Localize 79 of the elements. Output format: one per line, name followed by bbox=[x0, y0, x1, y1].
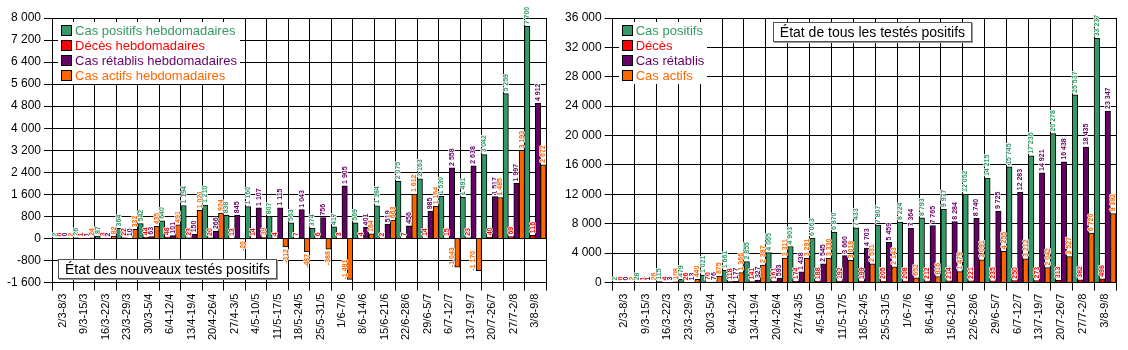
x-tick-label: 23/3-29/3 bbox=[120, 293, 133, 340]
legend-label: Décès bbox=[635, 38, 673, 53]
y-tick-label: 2 400 bbox=[10, 164, 42, 179]
x-tick-label: 29/6-5/7 bbox=[988, 293, 1001, 334]
y-tick-label: 12 000 bbox=[565, 186, 603, 201]
x-tick-label: 25/5-31/5 bbox=[313, 293, 326, 340]
x-tick-label: 6/4-12/4 bbox=[726, 293, 739, 334]
x-tick-label: 22/6-28/6 bbox=[399, 293, 412, 340]
y-tick-label: 24 000 bbox=[565, 98, 603, 113]
x-tick-label: 23/3-29/3 bbox=[682, 293, 695, 340]
x-tick-label: 30/3-5/4 bbox=[704, 293, 717, 334]
y-tick-label: 8 000 bbox=[10, 10, 42, 25]
y-tick-label: 3 200 bbox=[10, 142, 42, 157]
x-tick-label: 6/7-12/7 bbox=[442, 293, 455, 334]
x-tick-label: 8/6-14/6 bbox=[923, 293, 936, 334]
x-tick-label: 27/7-2/8 bbox=[1076, 293, 1089, 334]
x-tick-label: 20/4-26/4 bbox=[769, 293, 782, 340]
x-tick-label: 2/3-8/3 bbox=[616, 293, 629, 328]
y-tick-label: 4 800 bbox=[10, 98, 42, 113]
legend-label: Décès hebdomadaires bbox=[75, 38, 206, 53]
x-tick-label: 29/6-5/7 bbox=[420, 293, 433, 334]
legend-label: Cas rétablis bbox=[635, 53, 705, 68]
x-tick-label: 9/3-15/3 bbox=[77, 293, 90, 334]
y-tick-label: 4 000 bbox=[10, 120, 42, 135]
y-tick-label: 8 000 bbox=[571, 216, 603, 231]
x-tick-label: 3/8-9/8 bbox=[528, 293, 541, 328]
legend-label: Cas actifs hebdomadaires bbox=[75, 68, 226, 83]
x-tick-label: 13/7-19/7 bbox=[1032, 293, 1045, 340]
x-tick-label: 27/7-2/8 bbox=[506, 293, 519, 334]
x-tick-label: 8/6-14/6 bbox=[356, 293, 369, 334]
y-tick-label: 5 600 bbox=[10, 76, 42, 91]
y-tick-label: -1 600 bbox=[6, 274, 42, 289]
y-tick-label: 20 000 bbox=[565, 127, 603, 142]
y-tick-label: 1 600 bbox=[10, 186, 42, 201]
x-tick-label: 18/5-24/5 bbox=[292, 293, 305, 340]
x-tick-label: 11/5-17/5 bbox=[835, 293, 848, 340]
y-tick-label: 32 000 bbox=[565, 39, 603, 54]
x-tick-label: 4/5-10/5 bbox=[813, 293, 826, 334]
x-tick-label: 13/4-19/4 bbox=[184, 293, 197, 340]
chart-title: État de tous les testés positifs bbox=[772, 22, 973, 42]
x-tick-label: 15/6-21/6 bbox=[377, 293, 390, 340]
y-tick-label: 28 000 bbox=[565, 69, 603, 84]
x-tick-label: 20/4-26/4 bbox=[206, 293, 219, 340]
y-tick-label: 7 200 bbox=[10, 32, 42, 47]
x-tick-label: 22/6-28/6 bbox=[966, 293, 979, 340]
x-tick-label: 13/4-19/4 bbox=[747, 293, 760, 340]
y-tick-label: 6 400 bbox=[10, 54, 42, 69]
x-tick-label: 9/3-15/3 bbox=[638, 293, 651, 334]
x-tick-label: 25/5-31/5 bbox=[879, 293, 892, 340]
y-tick-label: 800 bbox=[20, 208, 42, 223]
x-tick-label: 1/6-7/6 bbox=[335, 293, 347, 328]
x-tick-label: 1/6-7/6 bbox=[901, 293, 914, 328]
x-tick-label: 4/5-10/5 bbox=[249, 293, 262, 334]
x-tick-label: 18/5-24/5 bbox=[857, 293, 870, 340]
y-tick-label: -800 bbox=[16, 252, 42, 267]
y-tick-label: 16 000 bbox=[565, 157, 603, 172]
text: État des nouveaux testés positifs bbox=[58, 258, 277, 279]
x-tick-label: 27/4-3/5 bbox=[227, 293, 240, 334]
x-tick-label: 20/7-26/7 bbox=[1054, 293, 1067, 340]
legend-label: Cas positifs bbox=[635, 23, 703, 38]
y-tick-label: 0 bbox=[34, 230, 42, 245]
x-tick-label: 15/6-21/6 bbox=[944, 293, 957, 340]
x-tick-label: 2/3-8/3 bbox=[55, 293, 68, 328]
x-tick-label: 20/7-26/7 bbox=[485, 293, 498, 340]
y-tick-label: 4 000 bbox=[571, 245, 603, 260]
x-tick-label: 11/5-17/5 bbox=[270, 293, 283, 340]
x-tick-label: 30/3-5/4 bbox=[141, 293, 154, 334]
x-tick-label: 3/8-9/8 bbox=[1098, 293, 1111, 328]
legend-label: Cas rétablis hebdomadaires bbox=[75, 53, 237, 68]
x-tick-label: 16/3-22/3 bbox=[98, 293, 111, 340]
legend-label: Cas actifs bbox=[635, 68, 693, 83]
y-tick-label: 0 bbox=[595, 274, 603, 289]
x-tick-label: 13/7-19/7 bbox=[463, 293, 476, 340]
x-tick-label: 27/4-3/5 bbox=[791, 293, 804, 334]
legend-label: Cas positifs hebdomadaires bbox=[75, 23, 236, 38]
x-tick-label: 6/4-12/4 bbox=[163, 293, 176, 334]
x-tick-label: 6/7-12/7 bbox=[1010, 293, 1023, 334]
x-tick-label: 16/3-22/3 bbox=[660, 293, 673, 340]
y-tick-label: 36 000 bbox=[565, 10, 603, 25]
